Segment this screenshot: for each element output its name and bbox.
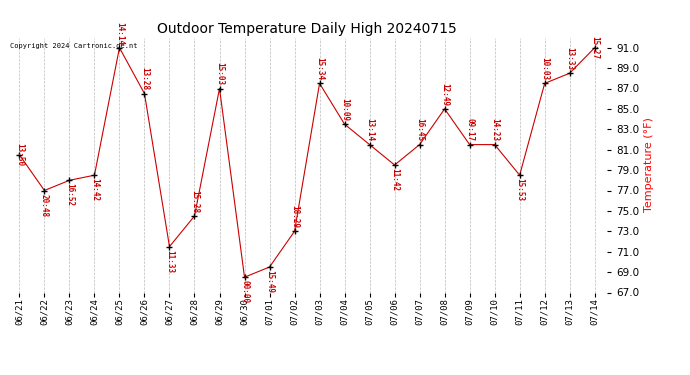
Text: 18:29: 18:29: [290, 205, 299, 228]
Text: 15:53: 15:53: [515, 178, 524, 201]
Text: 11:33: 11:33: [165, 250, 174, 273]
Text: 16:52: 16:52: [65, 183, 74, 207]
Text: 16:45: 16:45: [415, 118, 424, 141]
Text: 10:09: 10:09: [340, 98, 349, 121]
Text: 13:33: 13:33: [565, 47, 574, 70]
Text: 14:23: 14:23: [490, 118, 499, 141]
Text: 15:34: 15:34: [315, 57, 324, 80]
Text: 11:42: 11:42: [390, 168, 399, 191]
Text: 13:28: 13:28: [140, 68, 149, 90]
Text: 15:03: 15:03: [215, 62, 224, 86]
Y-axis label: Temperature (°F): Temperature (°F): [644, 118, 653, 212]
Text: 15:27: 15:27: [590, 36, 599, 59]
Text: 00:00: 00:00: [240, 280, 249, 303]
Text: 09:17: 09:17: [465, 118, 474, 141]
Text: 14:42: 14:42: [90, 178, 99, 201]
Title: Outdoor Temperature Daily High 20240715: Outdoor Temperature Daily High 20240715: [157, 22, 457, 36]
Text: Copyright 2024 Cartronic.de.nt: Copyright 2024 Cartronic.de.nt: [10, 43, 137, 49]
Text: 15:28: 15:28: [190, 190, 199, 213]
Text: 20:48: 20:48: [40, 194, 49, 217]
Text: 12:49: 12:49: [440, 83, 449, 106]
Text: 13:14: 13:14: [365, 118, 374, 141]
Text: 14:14: 14:14: [115, 21, 124, 45]
Text: 13:50: 13:50: [15, 143, 24, 166]
Text: 15:49: 15:49: [265, 270, 274, 293]
Text: 10:03: 10:03: [540, 57, 549, 80]
